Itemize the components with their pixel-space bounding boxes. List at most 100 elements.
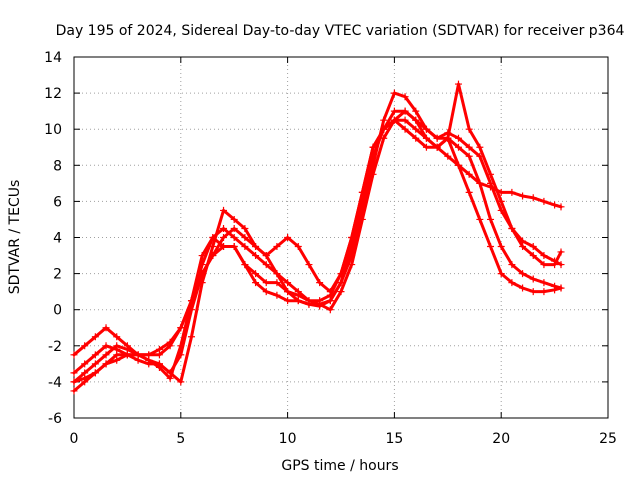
data-point — [422, 134, 430, 142]
y-tick-label: -6 — [48, 411, 62, 427]
data-point — [220, 243, 228, 251]
data-point — [540, 197, 548, 205]
data-point — [540, 252, 548, 260]
y-tick-label: 4 — [53, 231, 62, 247]
data-point — [230, 243, 238, 251]
data-point — [476, 143, 484, 151]
data-point — [465, 170, 473, 178]
data-point — [209, 234, 217, 241]
data-point — [401, 93, 409, 101]
data-point — [305, 297, 313, 305]
data-point — [401, 116, 409, 124]
data-point — [380, 125, 388, 133]
data-point — [187, 297, 195, 305]
data-point — [326, 288, 334, 296]
data-point — [412, 125, 420, 133]
x-tick-label: 0 — [70, 431, 79, 447]
data-point — [284, 279, 292, 287]
data-point — [252, 252, 260, 260]
data-point — [433, 143, 441, 151]
data-point — [529, 243, 537, 251]
data-point — [262, 288, 270, 296]
data-point — [81, 374, 89, 382]
y-tick-label: 12 — [44, 86, 62, 102]
data-point — [401, 125, 409, 133]
data-point — [209, 252, 217, 260]
data-point — [113, 333, 121, 341]
y-tick-label: 8 — [53, 158, 62, 174]
data-point — [102, 360, 110, 368]
data-point — [155, 360, 163, 368]
data-point — [241, 234, 249, 241]
x-tick-label: 10 — [279, 431, 297, 447]
data-point — [454, 161, 462, 169]
series-line-track-3 — [72, 109, 563, 393]
y-tick-labels: -6 -4 -2 0 2 4 6 8 10 12 14 — [44, 50, 62, 427]
data-point — [91, 360, 99, 368]
data-point — [508, 261, 516, 269]
data-point — [220, 224, 228, 232]
data-point — [273, 270, 281, 278]
data-point — [348, 234, 356, 241]
series-line-track-5 — [72, 82, 563, 384]
data-point — [487, 215, 495, 223]
data-point — [262, 261, 270, 269]
data-point — [166, 369, 174, 377]
data-point — [230, 224, 238, 232]
data-point — [519, 270, 527, 278]
data-point — [337, 288, 345, 296]
chart-title: Day 195 of 2024, Sidereal Day-to-day VTE… — [56, 23, 625, 39]
series — [70, 80, 565, 395]
data-point — [230, 234, 238, 241]
data-point — [273, 243, 281, 251]
data-point — [198, 261, 206, 269]
data-point — [390, 107, 398, 115]
data-point — [497, 197, 505, 205]
data-point — [557, 284, 565, 292]
y-tick-label: 14 — [44, 50, 62, 66]
data-point — [412, 116, 420, 124]
data-point — [102, 351, 110, 359]
data-point — [557, 261, 565, 269]
data-point — [412, 107, 420, 115]
data-point — [369, 143, 377, 151]
data-point — [454, 134, 462, 142]
data-point — [70, 378, 78, 386]
data-point — [508, 188, 516, 196]
data-point — [519, 243, 527, 251]
data-point — [358, 188, 366, 196]
y-tick-label: -4 — [48, 375, 62, 391]
data-point — [551, 201, 559, 209]
data-point — [519, 284, 527, 292]
data-point — [487, 243, 495, 251]
data-point — [252, 279, 260, 287]
data-point — [102, 324, 110, 332]
data-point — [476, 215, 484, 223]
x-axis-label: GPS time / hours — [281, 458, 398, 474]
data-point — [273, 291, 281, 299]
data-point — [70, 387, 78, 395]
data-point — [155, 351, 163, 359]
data-point — [390, 89, 398, 97]
data-point — [241, 224, 249, 232]
data-point — [551, 261, 559, 269]
data-point — [81, 360, 89, 368]
x-tick-label: 15 — [385, 431, 403, 447]
series-track-3 — [70, 107, 565, 395]
data-point — [241, 261, 249, 269]
data-point — [465, 188, 473, 196]
data-point — [422, 143, 430, 151]
x-tick-labels: 0 5 10 15 20 25 — [70, 431, 617, 447]
x-tick-label: 25 — [599, 431, 617, 447]
data-point — [326, 306, 334, 314]
data-point — [284, 297, 292, 305]
data-point — [273, 279, 281, 287]
y-tick-label: 0 — [53, 303, 62, 319]
data-point — [508, 279, 516, 287]
data-point — [358, 215, 366, 223]
y-tick-label: 6 — [53, 194, 62, 210]
data-point — [177, 351, 185, 359]
data-point — [91, 351, 99, 359]
data-point — [177, 378, 185, 386]
